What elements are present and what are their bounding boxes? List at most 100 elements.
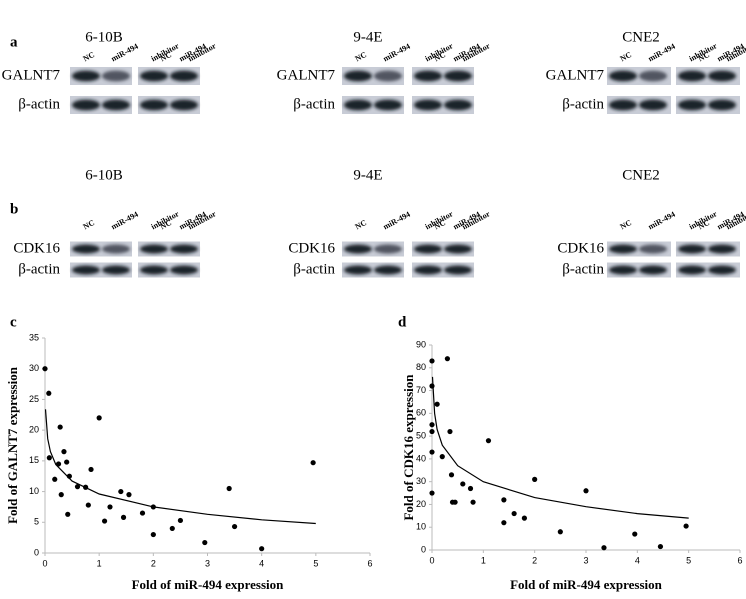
data-point [521,515,528,521]
x-axis-label: Fold of miR-494 expression [132,577,285,592]
data-point [150,531,156,538]
row-label: GALNT7 [546,67,605,83]
blot-band [708,99,736,111]
y-tick-label: 5 [34,517,39,527]
lane-label: miR-494 [647,210,677,232]
data-point [64,459,70,465]
blot-band [374,265,402,275]
blot-band [374,99,402,111]
data-point [460,481,466,487]
data-point [632,531,638,537]
y-tick-label: 0 [421,544,426,554]
blot-band [609,265,637,275]
blot-band [639,244,667,254]
blot-band [102,99,130,111]
data-point [126,492,132,498]
blot-band [708,244,736,254]
y-tick-label: 35 [29,332,39,342]
blot-band [678,265,706,275]
y-tick-label: 60 [416,408,426,418]
x-tick-label: 5 [686,555,691,565]
blot-band [444,70,472,82]
blot-band [170,244,198,254]
blot-band [140,70,168,82]
cell-line-title: 6-10B [85,29,123,45]
blot-band [414,70,442,82]
row-label: GALNT7 [277,67,336,83]
blot-band [444,265,472,275]
row-label: β-actin [293,96,335,112]
x-tick-label: 3 [205,558,210,568]
data-point [65,511,71,517]
data-point [470,499,476,505]
blot-band [374,70,402,82]
blot-band [102,244,130,254]
trend-line [44,409,316,525]
data-point [452,499,458,505]
data-point [429,449,435,455]
data-point [46,390,52,396]
x-tick-label: 4 [259,558,264,568]
panel-label: c [10,314,17,330]
panel-label: a [10,34,18,50]
data-point [583,488,589,494]
blot-band [72,70,100,82]
blot-band [678,244,706,254]
blot-band [72,265,100,275]
data-point [52,476,58,482]
blot-band [102,265,130,275]
data-point [202,539,208,546]
data-point [501,520,507,526]
data-point [226,485,232,492]
y-tick-label: 30 [29,363,39,373]
x-tick-label: 1 [481,555,486,565]
blot-band [102,70,130,82]
x-tick-label: 0 [42,558,47,568]
data-point [429,383,435,389]
blot-band [344,99,372,111]
cell-line-title: 9-4E [353,167,382,183]
y-tick-label: 0 [34,547,39,557]
data-point [429,428,435,435]
blot-band [414,265,442,275]
y-tick-label: 20 [29,425,39,435]
blot-band [414,244,442,254]
lane-label: NC [619,50,634,63]
y-tick-label: 30 [416,476,426,486]
data-point [485,438,492,444]
cell-line-title: 6-10B [85,167,123,183]
data-point [657,543,664,550]
blot-band [72,99,100,111]
data-point [557,529,563,535]
y-tick-label: 10 [29,486,39,496]
data-point [55,461,62,467]
row-label: β-actin [562,261,604,277]
blot-band [678,99,706,111]
data-point [101,518,108,524]
x-tick-label: 2 [151,558,156,568]
x-tick-label: 5 [313,558,318,568]
data-point [150,504,156,510]
data-point [448,472,455,478]
lane-label: NC [82,218,97,231]
y-axis-label: Fold of CDK16 expression [401,374,416,521]
blot-band [170,99,198,111]
lane-label: NC [354,218,369,231]
data-point [46,455,52,461]
lane-label: NC [354,50,369,63]
blot-band [708,70,736,82]
data-point [83,484,89,490]
data-point [447,428,453,435]
trend-line [431,376,689,519]
row-label: GALNT7 [2,67,61,83]
blot-band [344,265,372,275]
data-point [511,510,517,517]
row-label: β-actin [293,261,335,277]
x-tick-label: 3 [583,555,588,565]
lane-label: miR-494 [382,210,412,232]
data-point [429,490,435,496]
x-tick-label: 0 [429,555,434,565]
blot-band [609,70,637,82]
data-point [139,510,146,516]
